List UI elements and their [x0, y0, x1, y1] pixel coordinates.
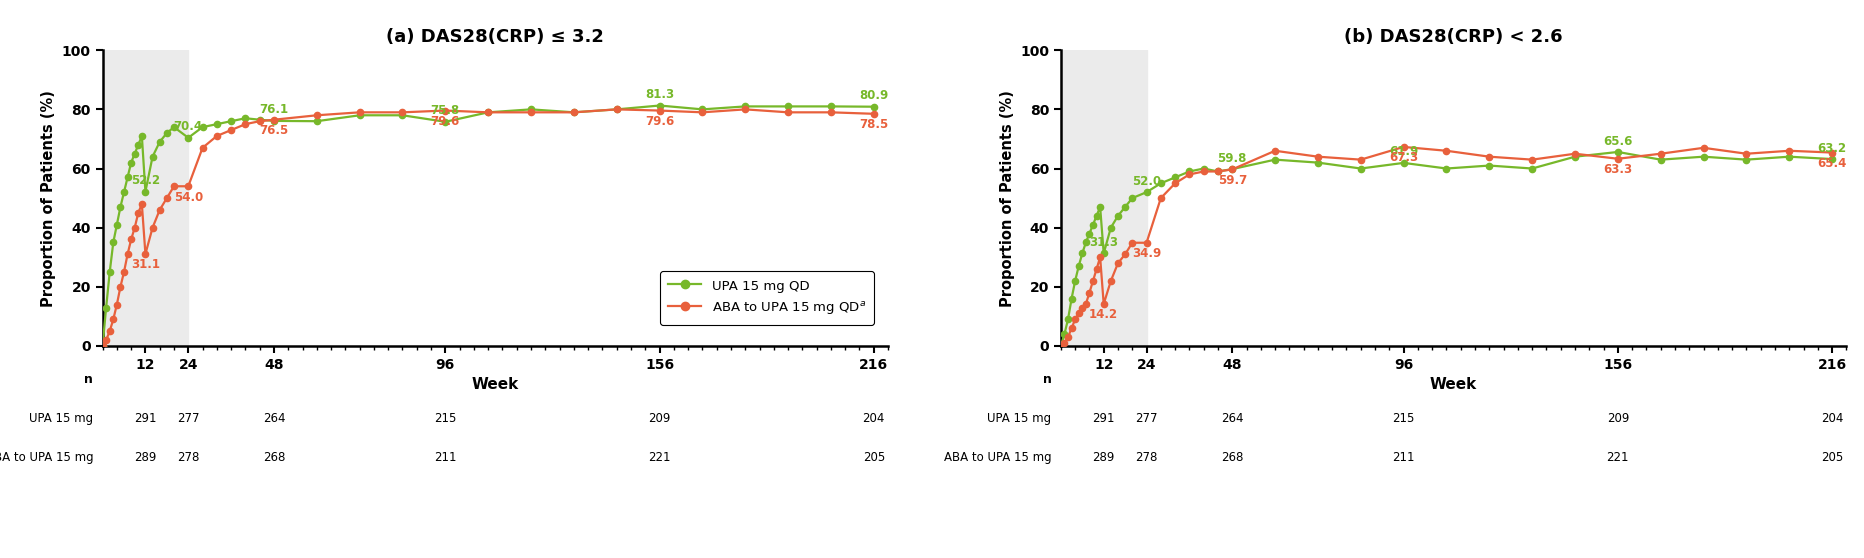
Y-axis label: Proportion of Patients (%): Proportion of Patients (%): [999, 90, 1014, 306]
Text: 76.1: 76.1: [259, 103, 289, 117]
Text: ABA to UPA 15 mg: ABA to UPA 15 mg: [0, 451, 93, 464]
Text: 65.4: 65.4: [1816, 157, 1845, 170]
Text: 75.8: 75.8: [431, 104, 460, 117]
Title: (a) DAS28(CRP) ≤ 3.2: (a) DAS28(CRP) ≤ 3.2: [386, 28, 604, 46]
Text: 209: 209: [649, 412, 671, 425]
Text: 81.3: 81.3: [645, 88, 673, 101]
Bar: [103, 50, 188, 346]
Text: 211: 211: [1392, 451, 1415, 464]
Text: 209: 209: [1605, 412, 1627, 425]
Text: 264: 264: [263, 412, 285, 425]
Text: 221: 221: [649, 451, 671, 464]
Text: 204: 204: [863, 412, 885, 425]
X-axis label: Week: Week: [1430, 377, 1476, 392]
Text: UPA 15 mg: UPA 15 mg: [30, 412, 93, 425]
Text: 205: 205: [1819, 451, 1842, 464]
Text: 211: 211: [434, 451, 457, 464]
Y-axis label: Proportion of Patients (%): Proportion of Patients (%): [41, 90, 56, 306]
Text: 268: 268: [263, 451, 285, 464]
Text: UPA 15 mg: UPA 15 mg: [986, 412, 1051, 425]
X-axis label: Week: Week: [472, 377, 518, 392]
Text: 70.4: 70.4: [173, 121, 203, 133]
Text: 221: 221: [1605, 451, 1629, 464]
Text: 80.9: 80.9: [859, 89, 887, 102]
Text: 61.9: 61.9: [1389, 146, 1417, 158]
Title: (b) DAS28(CRP) < 2.6: (b) DAS28(CRP) < 2.6: [1344, 28, 1562, 46]
Text: 67.3: 67.3: [1389, 151, 1417, 165]
Text: 277: 277: [177, 412, 199, 425]
Text: 78.5: 78.5: [859, 118, 887, 131]
Text: 291: 291: [134, 412, 157, 425]
Text: 31.1: 31.1: [130, 258, 160, 271]
Text: 204: 204: [1819, 412, 1842, 425]
Text: 31.3: 31.3: [1089, 236, 1118, 249]
Text: n: n: [84, 373, 93, 386]
Text: 79.6: 79.6: [431, 115, 460, 128]
Text: 52.2: 52.2: [130, 174, 160, 187]
Text: 76.5: 76.5: [259, 124, 289, 137]
Text: 34.9: 34.9: [1131, 247, 1161, 260]
Text: 215: 215: [1392, 412, 1415, 425]
Text: 54.0: 54.0: [173, 191, 203, 204]
Text: 264: 264: [1221, 412, 1243, 425]
Text: 278: 278: [177, 451, 199, 464]
Legend: UPA 15 mg QD, ABA to UPA 15 mg QD$^{a}$: UPA 15 mg QD, ABA to UPA 15 mg QD$^{a}$: [660, 271, 872, 325]
Text: 289: 289: [1092, 451, 1115, 464]
Text: 291: 291: [1092, 412, 1115, 425]
Text: 59.7: 59.7: [1217, 174, 1247, 187]
Text: ABA to UPA 15 mg: ABA to UPA 15 mg: [943, 451, 1051, 464]
Text: 278: 278: [1135, 451, 1158, 464]
Text: 52.0: 52.0: [1131, 175, 1161, 187]
Text: 14.2: 14.2: [1089, 309, 1118, 321]
Text: 268: 268: [1221, 451, 1243, 464]
Text: n: n: [1042, 373, 1051, 386]
Bar: [1061, 50, 1146, 346]
Text: 59.8: 59.8: [1217, 152, 1247, 165]
Text: 289: 289: [134, 451, 157, 464]
Text: 215: 215: [434, 412, 457, 425]
Text: 65.6: 65.6: [1603, 134, 1631, 147]
Text: 63.2: 63.2: [1817, 142, 1845, 155]
Text: 79.6: 79.6: [645, 115, 673, 128]
Text: 277: 277: [1135, 412, 1158, 425]
Text: 205: 205: [863, 451, 884, 464]
Text: 63.3: 63.3: [1603, 163, 1631, 176]
